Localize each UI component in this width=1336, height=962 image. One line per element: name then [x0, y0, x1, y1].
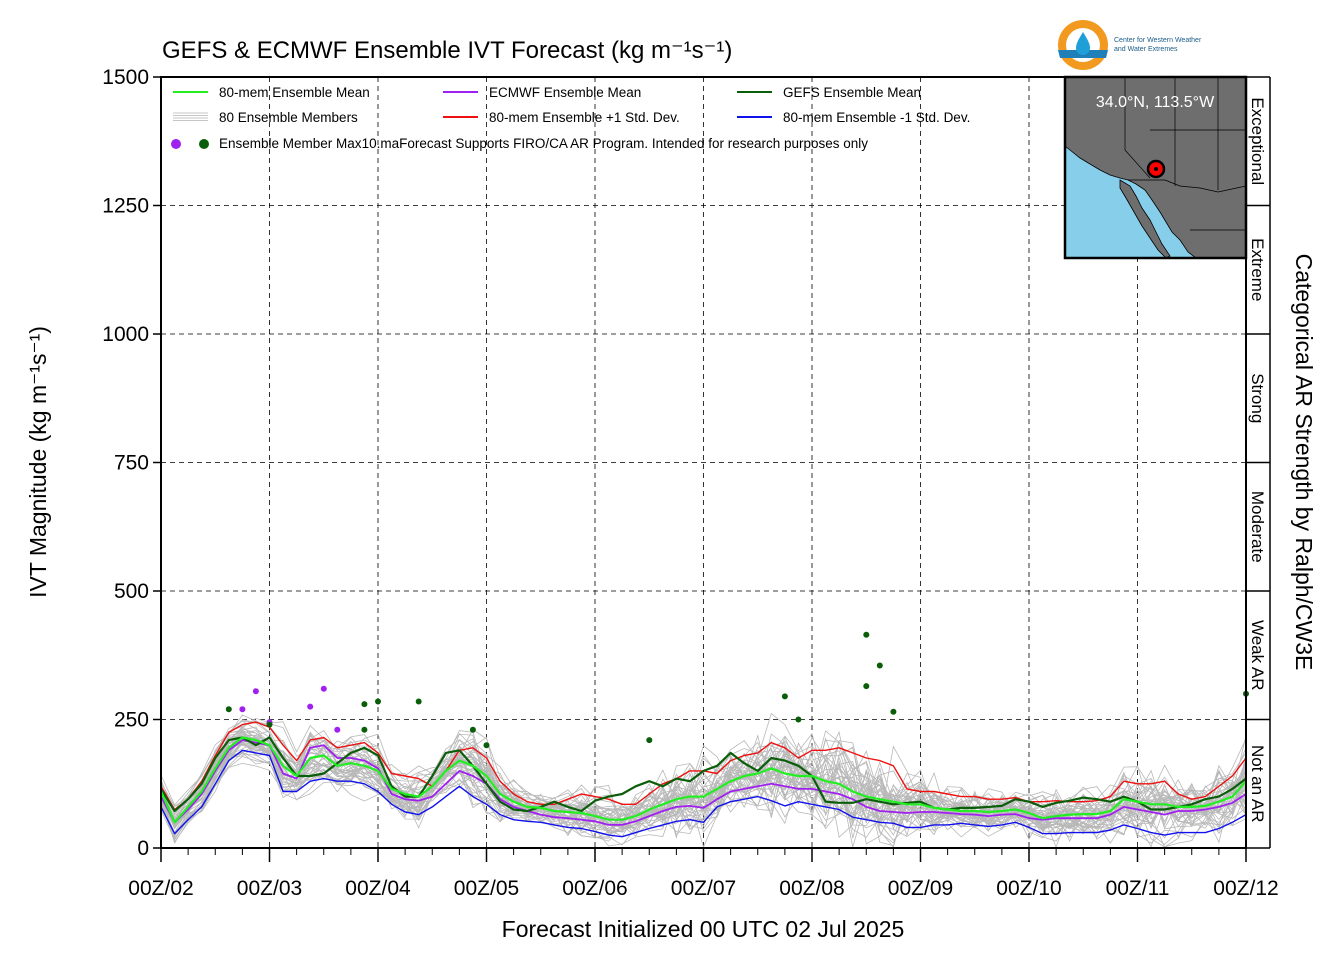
gefs-member-max-dot — [876, 662, 883, 669]
x-tick-label: 00Z/07 — [671, 877, 736, 900]
ensemble-mean-line — [159, 736, 1247, 824]
gefs-member-max-dot — [483, 742, 490, 749]
inset-borders — [1124, 77, 1247, 231]
inset-location-center — [1154, 167, 1158, 171]
category-label: Extreme — [1248, 238, 1267, 301]
ecmwf-member-max-dot — [334, 726, 341, 733]
y-tick-label: 1500 — [102, 66, 149, 89]
legend-dot-gefs — [199, 139, 209, 149]
x-tick-label: 00Z/03 — [237, 877, 302, 900]
legend-label-member-max-text: Ensemble Member Max — [219, 136, 362, 151]
legend-label-mean: 80-mem Ensemble Mean — [219, 85, 370, 100]
x-axis-label: Forecast Initialized 00 UTC 02 Jul 2025 — [502, 916, 905, 942]
gefs-member-max-dot — [863, 683, 870, 690]
ensemble-member-line — [160, 719, 1247, 825]
inset-location-label: 34.0°N, 113.5°W — [1096, 94, 1215, 111]
legend: 80-mem Ensemble Mean ECMWF Ensemble Mean… — [171, 85, 970, 151]
category-label: Weak AR — [1248, 620, 1267, 691]
x-tick-label: 00Z/04 — [345, 877, 411, 900]
x-tick-label: 00Z/05 — [454, 877, 519, 900]
gefs-member-max-dot — [266, 721, 273, 728]
x-tick-label: 00Z/02 — [128, 877, 193, 900]
chart-title: GEFS & ECMWF Ensemble IVT Forecast (kg m… — [162, 37, 732, 64]
gefs-member-max-dot — [795, 716, 802, 723]
ensemble-member-line — [160, 712, 1247, 831]
x-tick-label: 00Z/10 — [996, 877, 1061, 900]
ensemble-member-line — [160, 741, 1247, 830]
gefs-member-max-dot — [415, 698, 422, 705]
x-tick-label: 00Z/06 — [562, 877, 627, 900]
y-tick-label: 1000 — [102, 323, 149, 346]
legend-label-minus-sd: 80-mem Ensemble -1 Std. Dev. — [783, 110, 970, 125]
y-tick-label: 0 — [137, 837, 149, 860]
ecmwf-member-max-dot — [252, 688, 259, 695]
member-max-dots — [225, 631, 1249, 749]
gefs-member-max-dot — [646, 737, 653, 744]
legend-label-ecmwf: ECMWF Ensemble Mean — [489, 85, 641, 100]
cw3e-logo: Center for Western Weather and Water Ext… — [1058, 20, 1202, 70]
gefs-mean-line — [160, 736, 1247, 813]
gefs-member-max-dot — [361, 726, 368, 733]
logo-text-line2: and Water Extremes — [1114, 46, 1178, 53]
minus-sd-line — [160, 749, 1247, 838]
category-label: Moderate — [1248, 491, 1267, 563]
ecmwf-member-max-dot — [307, 703, 314, 710]
y-tick-label: 500 — [114, 580, 149, 603]
category-label: Exceptional — [1248, 97, 1267, 185]
legend-note: 10.maForecast Supports FIRO/CA AR Progra… — [362, 136, 869, 151]
logo-drop-icon — [1076, 32, 1090, 55]
inset-frame — [1063, 75, 1248, 260]
legend-label-plus-sd: 80-mem Ensemble +1 Std. Dev. — [489, 110, 680, 125]
x-axis: 00Z/02 00Z/03 00Z/04 00Z/05 00Z/06 00Z/07 00Z/… — [128, 848, 1279, 900]
category-label: Not an AR — [1248, 745, 1267, 823]
ar-category-axis: Not an AR Weak AR Moderate Strong Extreme Exc… — [1246, 76, 1271, 849]
ecmwf-mean-line — [160, 739, 1247, 826]
right-axis-label: Categorical AR Strength by Ralph/CW3E — [1291, 254, 1317, 671]
legend-label-members: 80 Ensemble Members — [219, 110, 358, 125]
legend-swatch-members — [173, 112, 208, 121]
inset-map: 34.0°N, 113.5°W — [1063, 75, 1248, 260]
gefs-member-max-dot — [890, 708, 897, 715]
legend-dot-ecmwf — [171, 139, 181, 149]
y-tick-label: 1250 — [102, 195, 149, 218]
category-label: Strong — [1248, 373, 1267, 423]
x-tick-label: 00Z/08 — [779, 877, 844, 900]
gefs-member-max-dot — [375, 698, 381, 705]
ensemble-member-line — [160, 720, 1247, 831]
x-tick-label: 00Z/11 — [1106, 877, 1170, 900]
ecmwf-member-max-dot — [239, 706, 246, 713]
legend-label-gefs: GEFS Ensemble Mean — [783, 85, 921, 100]
ecmwf-member-max-dot — [320, 685, 327, 692]
y-axis-label: IVT Magnitude (kg m⁻¹s⁻¹) — [25, 326, 51, 598]
gefs-member-max-dot — [863, 631, 870, 638]
ensemble-member-line — [160, 730, 1247, 835]
gefs-member-max-dot — [225, 706, 232, 713]
y-tick-label: 750 — [114, 452, 149, 475]
gefs-member-max-dot — [781, 693, 788, 700]
ensemble-member-line — [160, 729, 1247, 834]
x-tick-label: 00Z/12 — [1213, 877, 1278, 900]
series-lines — [159, 721, 1247, 838]
legend-label-member-max: Ensemble Member Max10.maForecast Support… — [219, 136, 868, 151]
gefs-member-max-dot — [361, 701, 368, 708]
y-tick-label: 250 — [114, 709, 149, 732]
gefs-member-max-dot — [469, 726, 476, 733]
logo-text-line1: Center for Western Weather — [1114, 37, 1202, 44]
y-axis: 0 250 500 750 1000 1250 1500 — [102, 66, 161, 860]
x-tick-label: 00Z/09 — [888, 877, 953, 900]
